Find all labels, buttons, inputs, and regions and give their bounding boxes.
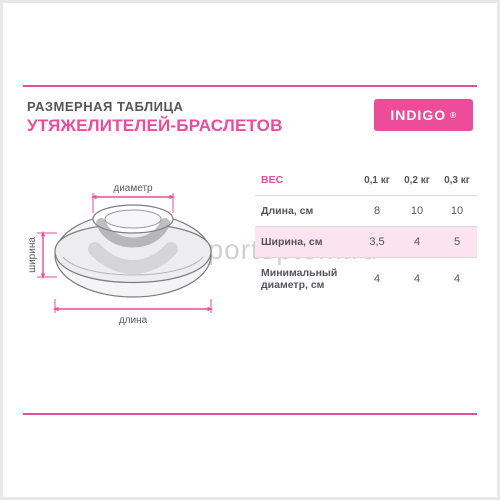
brand-badge: INDIGO ®: [374, 99, 473, 131]
row-label: Ширина, см: [255, 227, 357, 258]
bottom-divider: [23, 413, 477, 415]
product-diagram: диаметр ширина длина: [23, 153, 241, 333]
table-row: Длина, см 8 10 10: [255, 196, 477, 227]
top-divider: [23, 85, 477, 87]
brand-text: INDIGO: [390, 107, 446, 123]
table-row: Ширина, см 3,5 4 5: [255, 227, 477, 258]
cell: 4: [357, 258, 397, 301]
registered-icon: ®: [450, 111, 457, 120]
row-label: Минимальный диаметр, см: [255, 258, 357, 301]
cell: 3,5: [357, 227, 397, 258]
table-body: Длина, см 8 10 10 Ширина, см 3,5 4 5 Мин…: [255, 196, 477, 301]
info-card: РАЗМЕРНАЯ ТАБЛИЦА УТЯЖЕЛИТЕЛЕЙ-БРАСЛЕТОВ…: [3, 3, 497, 497]
table-head-label: ВЕС: [255, 165, 357, 196]
dim-width: ширина: [27, 233, 57, 277]
cell: 4: [397, 227, 437, 258]
title-line-2: УТЯЖЕЛИТЕЛЕЙ-БРАСЛЕТОВ: [27, 116, 283, 136]
table-col-2: 0,3 кг: [437, 165, 477, 196]
cell: 4: [397, 258, 437, 301]
bracelet-shape: [55, 205, 211, 297]
label-diameter: диаметр: [113, 183, 153, 194]
cell: 10: [437, 196, 477, 227]
cell: 5: [437, 227, 477, 258]
row-label: Длина, см: [255, 196, 357, 227]
label-length: длина: [119, 315, 148, 326]
cell: 8: [357, 196, 397, 227]
table-row: Минимальный диаметр, см 4 4 4: [255, 258, 477, 301]
table-header-row: ВЕС 0,1 кг 0,2 кг 0,3 кг: [255, 165, 477, 196]
table-col-1: 0,2 кг: [397, 165, 437, 196]
cell: 4: [437, 258, 477, 301]
title-block: РАЗМЕРНАЯ ТАБЛИЦА УТЯЖЕЛИТЕЛЕЙ-БРАСЛЕТОВ: [27, 99, 283, 136]
page-background: РАЗМЕРНАЯ ТАБЛИЦА УТЯЖЕЛИТЕЛЕЙ-БРАСЛЕТОВ…: [0, 0, 500, 500]
table-col-0: 0,1 кг: [357, 165, 397, 196]
label-width: ширина: [27, 237, 38, 273]
dim-length: длина: [55, 299, 211, 326]
title-line-1: РАЗМЕРНАЯ ТАБЛИЦА: [27, 99, 283, 114]
cell: 10: [397, 196, 437, 227]
size-table: ВЕС 0,1 кг 0,2 кг 0,3 кг Длина, см 8 10 …: [255, 165, 477, 300]
